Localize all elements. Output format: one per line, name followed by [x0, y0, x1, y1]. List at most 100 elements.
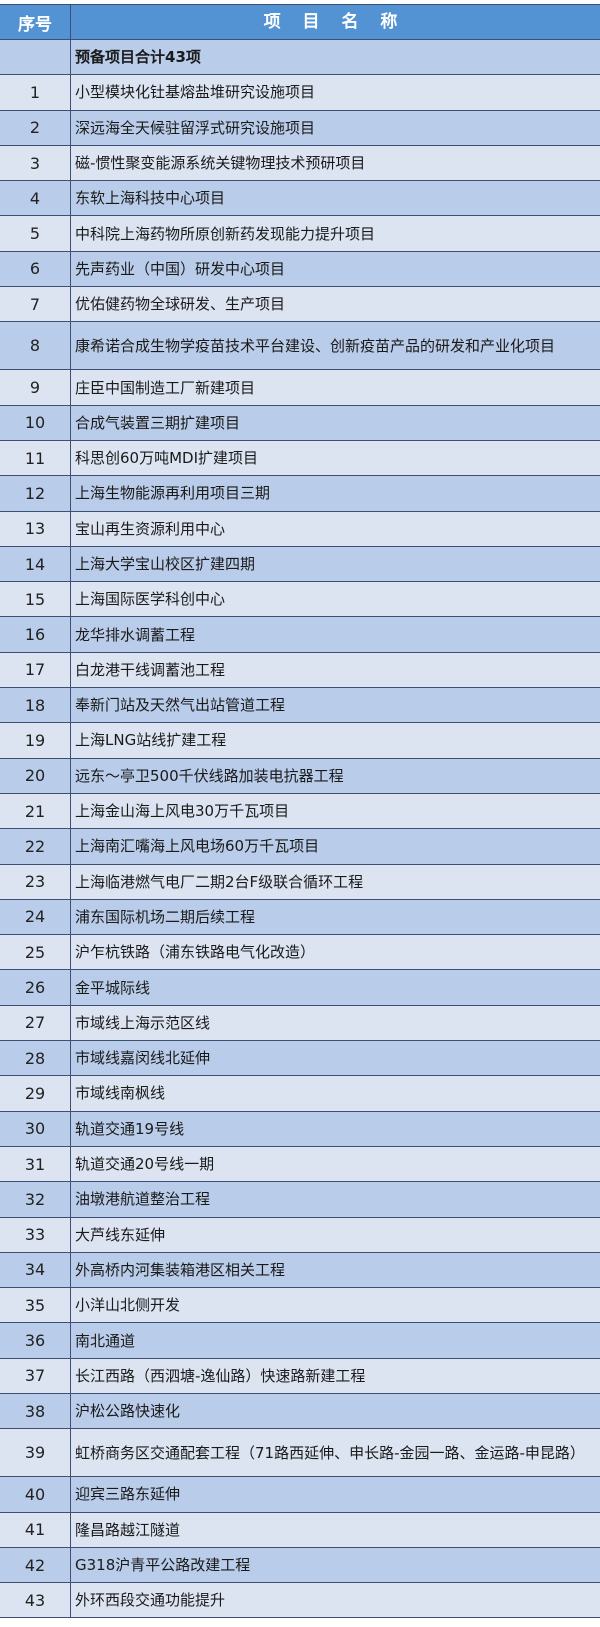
row-index: 5 — [0, 216, 71, 251]
row-index: 10 — [0, 405, 71, 440]
row-project-name: 迎宾三路东延伸 — [75, 1485, 181, 1504]
row-project-name: 康希诺合成生物学疫苗技术平台建设、创新疫苗产品的研发和产业化项目 — [75, 336, 556, 355]
table-row: 8 康希诺合成生物学疫苗技术平台建设、创新疫苗产品的研发和产业化项目 — [0, 322, 600, 371]
row-project-name: 金平城际线 — [75, 978, 151, 997]
row-project-name: 上海大学宝山校区扩建四期 — [75, 555, 256, 573]
row-index: 29 — [0, 1076, 71, 1111]
row-project-name: 优佑健药物全球研发、生产项目 — [75, 295, 286, 314]
row-index: 30 — [0, 1111, 71, 1146]
row-index: 16 — [0, 617, 71, 652]
table-row: 40 迎宾三路东延伸 — [0, 1477, 600, 1513]
header-name: 项 目 名 称 — [263, 12, 406, 32]
table-row: 13 宝山再生资源利用中心 — [0, 511, 600, 547]
summary-index — [0, 40, 71, 75]
row-index: 28 — [0, 1041, 71, 1076]
table-row: 19 上海LNG站线扩建工程 — [0, 723, 600, 759]
row-index: 11 — [0, 440, 71, 476]
table-row: 36 南北通道 — [0, 1323, 600, 1359]
row-index: 8 — [0, 322, 71, 370]
row-index: 35 — [0, 1288, 71, 1323]
row-index: 15 — [0, 582, 71, 617]
row-index: 14 — [0, 546, 71, 582]
row-index: 1 — [0, 75, 71, 110]
row-project-name: 上海LNG站线扩建工程 — [75, 731, 227, 750]
table-row: 6 先声药业（中国）研发中心项目 — [0, 251, 600, 288]
table-row: 21 上海金山海上风电30万千瓦项目 — [0, 793, 600, 830]
row-index: 21 — [0, 793, 71, 829]
row-index: 26 — [0, 970, 71, 1005]
table-row: 5 中科院上海药物所原创新药发现能力提升项目 — [0, 216, 600, 252]
row-project-name: 合成气装置三期扩建项目 — [75, 413, 241, 432]
table-row: 34 外高桥内河集装箱港区相关工程 — [0, 1252, 600, 1289]
table-row: 17 白龙港干线调蓄池工程 — [0, 652, 600, 689]
table-row: 29 市域线南枫线 — [0, 1076, 600, 1112]
row-project-name: 宝山再生资源利用中心 — [75, 519, 226, 538]
table-row: 7 优佑健药物全球研发、生产项目 — [0, 287, 600, 323]
table-row: 39 虹桥商务区交通配套工程（71路西延伸、申长路-金园一路、金运路-申昆路） — [0, 1429, 600, 1478]
table-row: 33 大芦线东延伸 — [0, 1217, 600, 1253]
row-project-name: 小型模块化钍基熔盐堆研究设施项目 — [75, 83, 316, 102]
row-project-name: 外环西段交通功能提升 — [75, 1591, 226, 1610]
table-row: 38 沪松公路快速化 — [0, 1393, 600, 1430]
table-row: 43 外环西段交通功能提升 — [0, 1583, 600, 1619]
row-index: 18 — [0, 688, 71, 723]
row-project-name: 轨道交通20号线一期 — [75, 1155, 215, 1174]
row-index: 20 — [0, 758, 71, 793]
row-project-name: 上海国际医学科创中心 — [75, 590, 226, 609]
row-index: 12 — [0, 476, 71, 511]
row-project-name: 沪乍杭铁路（浦东铁路电气化改造） — [75, 943, 316, 962]
row-project-name: 先声药业（中国）研发中心项目 — [75, 259, 286, 278]
row-index: 43 — [0, 1583, 71, 1618]
table-row: 3 磁-惯性聚变能源系统关键物理技术预研项目 — [0, 145, 600, 182]
row-index: 25 — [0, 935, 71, 970]
row-index: 33 — [0, 1217, 71, 1252]
table-row: 20 远东～亭卫500千伏线路加装电抗器工程 — [0, 758, 600, 794]
row-index: 32 — [0, 1182, 71, 1217]
table-row: 10 合成气装置三期扩建项目 — [0, 405, 600, 441]
table-row: 30 轨道交通19号线 — [0, 1111, 600, 1147]
table-row: 24 浦东国际机场二期后续工程 — [0, 899, 600, 936]
row-index: 42 — [0, 1547, 71, 1583]
row-index: 4 — [0, 181, 71, 216]
row-index: 24 — [0, 899, 71, 935]
row-project-name: 油墩港航道整治工程 — [75, 1190, 211, 1209]
row-index: 34 — [0, 1252, 71, 1288]
table-row: 31 轨道交通20号线一期 — [0, 1146, 600, 1183]
table-row: 22 上海南汇嘴海上风电场60万千瓦项目 — [0, 829, 600, 865]
table-row: 14 上海大学宝山校区扩建四期 — [0, 546, 600, 583]
table-row: 4 东软上海科技中心项目 — [0, 181, 600, 217]
summary-text: 预备项目合计43项 — [75, 48, 201, 67]
table-row: 11 科思创60万吨MDI扩建项目 — [0, 440, 600, 477]
row-index: 19 — [0, 723, 71, 758]
table-row: 35 小洋山北侧开发 — [0, 1288, 600, 1324]
row-project-name: 科思创60万吨MDI扩建项目 — [75, 449, 259, 468]
row-index: 2 — [0, 110, 71, 145]
row-project-name: 大芦线东延伸 — [75, 1225, 166, 1244]
table-row: 23 上海临港燃气电厂二期2台F级联合循环工程 — [0, 864, 600, 900]
table-row: 9 庄臣中国制造工厂新建项目 — [0, 370, 600, 406]
row-project-name: 轨道交通19号线 — [75, 1119, 185, 1138]
row-index: 3 — [0, 145, 71, 181]
row-index: 13 — [0, 511, 71, 546]
row-project-name: 外高桥内河集装箱港区相关工程 — [75, 1260, 286, 1279]
row-project-name: 浦东国际机场二期后续工程 — [75, 907, 256, 926]
row-index: 36 — [0, 1323, 71, 1358]
row-project-name: 市域线嘉闵线北延伸 — [75, 1049, 211, 1068]
row-index: 39 — [0, 1429, 71, 1477]
table-header: 序号 项 目 名 称 — [0, 5, 600, 40]
header-index: 序号 — [0, 5, 71, 39]
row-project-name: 奉新门站及天然气出站管道工程 — [75, 696, 286, 715]
table-row: 28 市域线嘉闵线北延伸 — [0, 1041, 600, 1077]
row-project-name: 虹桥商务区交通配套工程（71路西延伸、申长路-金园一路、金运路-申昆路） — [75, 1443, 585, 1462]
table-row: 32 油墩港航道整治工程 — [0, 1182, 600, 1218]
row-project-name: 磁-惯性聚变能源系统关键物理技术预研项目 — [75, 154, 366, 173]
row-project-name: 白龙港干线调蓄池工程 — [75, 660, 226, 679]
row-index: 40 — [0, 1477, 71, 1512]
row-project-name: 上海临港燃气电厂二期2台F级联合循环工程 — [75, 872, 364, 891]
table-row: 25 沪乍杭铁路（浦东铁路电气化改造） — [0, 935, 600, 971]
row-index: 27 — [0, 1005, 71, 1041]
row-project-name: 远东～亭卫500千伏线路加装电抗器工程 — [75, 766, 344, 785]
table-row: 1 小型模块化钍基熔盐堆研究设施项目 — [0, 75, 600, 111]
row-index: 38 — [0, 1393, 71, 1429]
table-row: 42 G318沪青平公路改建工程 — [0, 1547, 600, 1584]
